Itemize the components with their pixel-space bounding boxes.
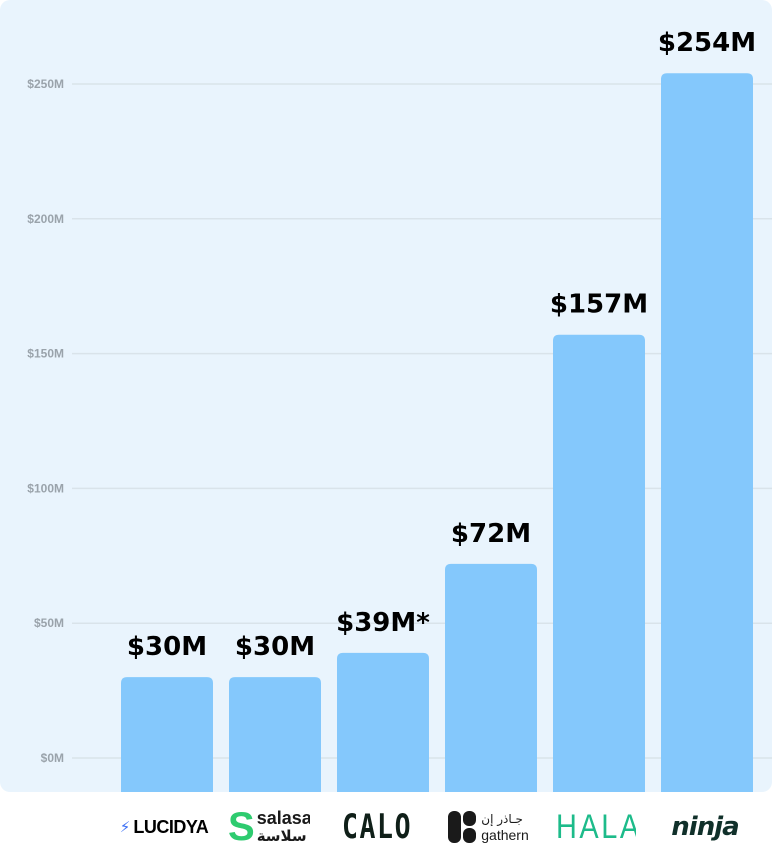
y-tick-label: $250M — [27, 77, 64, 91]
bar-calo — [337, 652, 429, 792]
s-mark-icon: S — [228, 805, 255, 849]
bar-value-label: $39M* — [336, 608, 430, 638]
y-tick-label: $0M — [41, 751, 64, 765]
logo-lucidya: ⚡ LUCIDYA — [112, 802, 216, 852]
y-tick-label: $150M — [27, 347, 64, 361]
company-logos: ⚡ LUCIDYA S salasa سلاسة CALO جـاذر إن g… — [0, 792, 772, 868]
y-tick-label: $100M — [27, 481, 64, 495]
logo-hala-text: HALA — [556, 807, 636, 846]
logo-calo-text: CALO — [342, 807, 413, 847]
logo-salasa-subtext: سلاسة — [256, 827, 307, 845]
bar-ninja — [661, 73, 753, 792]
bolt-icon: ⚡ — [119, 818, 131, 836]
logo-salasa-text: salasa — [256, 808, 310, 828]
bar-value-label: $254M — [658, 28, 756, 58]
bar-value-label: $30M — [235, 632, 315, 662]
bar-value-label: $72M — [451, 519, 531, 549]
gathern-mark-icon — [448, 811, 477, 843]
bar-value-label: $157M — [550, 290, 648, 320]
logo-calo: CALO — [342, 802, 414, 852]
bar-salasa — [229, 677, 321, 792]
bar-lucidya — [121, 677, 213, 792]
y-tick-label: $200M — [27, 212, 64, 226]
logo-gathern-subtext: جـاذر إن — [481, 812, 523, 826]
bar-gathern — [445, 563, 537, 792]
logo-ninja: ninja — [662, 802, 748, 852]
logo-salasa: S salasa سلاسة — [228, 802, 310, 852]
bar-value-label: $30M — [127, 632, 207, 662]
logo-gathern-text: gathern — [481, 827, 529, 843]
chart-canvas: $0M $50M $100M $150M $200M $250M $30M $30M $39M*… — [0, 0, 772, 792]
logo-lucidya-text: LUCIDYA — [133, 816, 209, 837]
bar-hala — [553, 334, 645, 792]
logo-hala: HALA — [556, 802, 636, 852]
logo-gathern: جـاذر إن gathern — [446, 802, 530, 852]
y-tick-label: $50M — [34, 616, 64, 630]
logo-ninja-text: ninja — [671, 812, 739, 842]
